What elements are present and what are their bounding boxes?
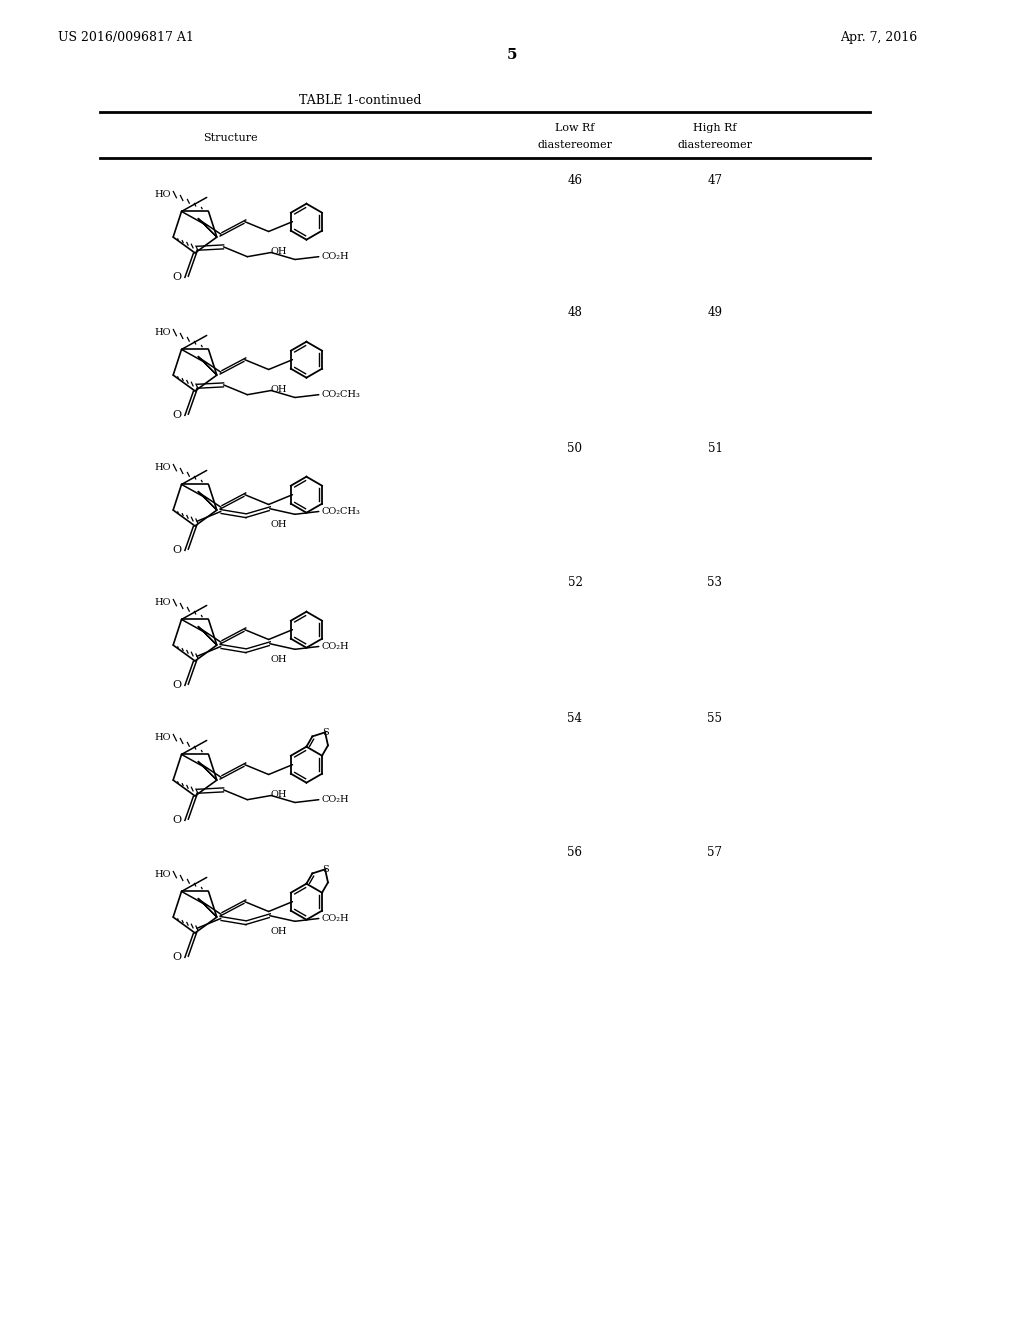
Text: O: O <box>172 814 181 825</box>
Text: CO₂H: CO₂H <box>322 252 349 261</box>
Text: S: S <box>322 727 329 737</box>
Text: CO₂H: CO₂H <box>322 913 349 923</box>
Text: OH: OH <box>270 384 287 393</box>
Text: 53: 53 <box>708 577 723 590</box>
Text: S: S <box>322 865 329 874</box>
Text: 48: 48 <box>567 306 583 319</box>
Text: OH: OH <box>270 789 287 799</box>
Text: O: O <box>172 680 181 690</box>
Text: 49: 49 <box>708 306 723 319</box>
Text: 52: 52 <box>567 577 583 590</box>
Text: diastereomer: diastereomer <box>678 140 753 150</box>
Polygon shape <box>198 898 217 917</box>
Text: 47: 47 <box>708 173 723 186</box>
Text: Apr. 7, 2016: Apr. 7, 2016 <box>840 32 918 45</box>
Text: 50: 50 <box>567 441 583 454</box>
Polygon shape <box>198 356 217 375</box>
Text: US 2016/0096817 A1: US 2016/0096817 A1 <box>58 32 194 45</box>
Text: O: O <box>172 409 181 420</box>
Text: O: O <box>172 545 181 554</box>
Text: Low Rf: Low Rf <box>555 123 595 133</box>
Text: CO₂CH₃: CO₂CH₃ <box>322 507 360 516</box>
Text: HO: HO <box>155 733 171 742</box>
Text: OH: OH <box>270 927 287 936</box>
Text: 5: 5 <box>507 48 517 62</box>
Text: 46: 46 <box>567 173 583 186</box>
Text: OH: OH <box>270 520 287 528</box>
Text: CO₂H: CO₂H <box>322 642 349 651</box>
Polygon shape <box>198 626 217 645</box>
Polygon shape <box>198 218 217 238</box>
Text: HO: HO <box>155 598 171 607</box>
Text: HO: HO <box>155 190 171 199</box>
Text: 51: 51 <box>708 441 723 454</box>
Text: HO: HO <box>155 870 171 879</box>
Text: Structure: Structure <box>203 133 257 143</box>
Text: High Rf: High Rf <box>693 123 736 133</box>
Text: HO: HO <box>155 463 171 473</box>
Text: TABLE 1-continued: TABLE 1-continued <box>299 94 421 107</box>
Text: OH: OH <box>270 655 287 664</box>
Text: HO: HO <box>155 329 171 337</box>
Text: OH: OH <box>270 247 287 256</box>
Polygon shape <box>198 762 217 780</box>
Text: CO₂CH₃: CO₂CH₃ <box>322 391 360 399</box>
Text: O: O <box>172 272 181 281</box>
Polygon shape <box>198 491 217 510</box>
Text: O: O <box>172 952 181 962</box>
Text: 56: 56 <box>567 846 583 859</box>
Text: 54: 54 <box>567 711 583 725</box>
Text: 55: 55 <box>708 711 723 725</box>
Text: CO₂H: CO₂H <box>322 795 349 804</box>
Text: 57: 57 <box>708 846 723 859</box>
Text: diastereomer: diastereomer <box>538 140 612 150</box>
